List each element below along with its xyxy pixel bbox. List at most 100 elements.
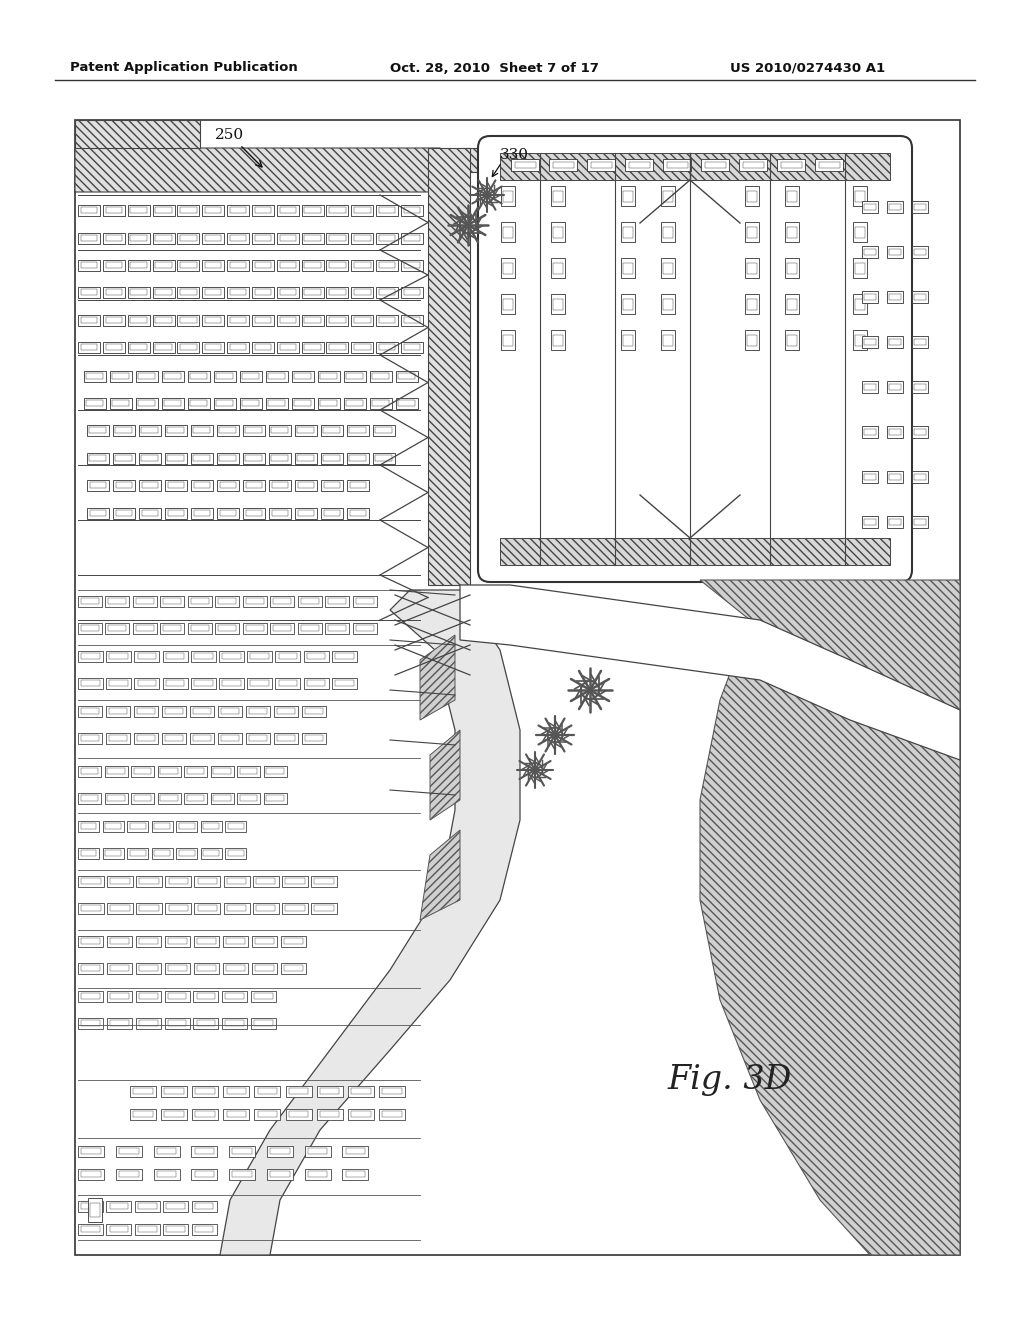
Bar — [321, 479, 343, 491]
Bar — [161, 595, 184, 606]
Bar — [351, 260, 374, 271]
Bar — [346, 425, 369, 436]
Bar — [81, 822, 96, 829]
Bar — [155, 850, 170, 857]
Bar — [289, 1111, 308, 1117]
Bar — [354, 317, 371, 323]
Bar — [176, 847, 198, 858]
Bar — [275, 651, 300, 661]
Bar — [139, 965, 158, 972]
Bar — [623, 190, 633, 202]
Bar — [914, 384, 926, 391]
Bar — [862, 426, 878, 438]
Bar — [346, 453, 369, 463]
Bar — [130, 317, 146, 323]
Bar — [195, 903, 220, 913]
Bar — [218, 624, 237, 631]
Bar — [746, 190, 758, 202]
Bar — [141, 426, 158, 433]
Bar — [251, 1018, 276, 1028]
Bar — [180, 261, 197, 268]
Bar — [276, 286, 299, 297]
Bar — [81, 261, 97, 268]
Bar — [102, 847, 124, 858]
Bar — [106, 1200, 131, 1212]
Bar — [164, 374, 181, 379]
Bar — [398, 374, 415, 379]
Bar — [190, 651, 216, 661]
Bar — [128, 286, 150, 297]
Bar — [139, 1020, 158, 1026]
Bar — [304, 235, 321, 242]
Bar — [354, 261, 371, 268]
Bar — [165, 453, 186, 463]
Bar — [108, 768, 125, 774]
Bar — [161, 768, 177, 774]
Bar — [130, 850, 145, 857]
Bar — [136, 875, 162, 887]
Bar — [401, 232, 423, 243]
Bar — [329, 235, 346, 242]
Bar — [375, 426, 392, 433]
Bar — [864, 429, 876, 436]
Bar — [195, 875, 220, 887]
Bar — [914, 203, 926, 210]
Bar — [133, 623, 157, 634]
Bar — [345, 1148, 365, 1154]
Bar — [81, 317, 97, 323]
Bar — [223, 936, 248, 946]
Bar — [130, 1109, 156, 1119]
Bar — [216, 453, 239, 463]
Bar — [186, 768, 204, 774]
Bar — [102, 342, 125, 352]
Bar — [78, 990, 103, 1002]
Bar — [116, 482, 132, 488]
Bar — [304, 1146, 331, 1156]
Bar — [623, 227, 633, 238]
Bar — [302, 705, 326, 717]
Bar — [403, 261, 420, 268]
Bar — [165, 936, 190, 946]
Bar — [862, 337, 878, 348]
Bar — [280, 235, 296, 242]
Bar — [270, 1171, 290, 1177]
Bar — [194, 936, 219, 946]
Bar — [307, 680, 326, 686]
Bar — [223, 1109, 249, 1119]
Bar — [211, 792, 233, 804]
Bar — [855, 263, 865, 273]
Bar — [195, 1226, 213, 1232]
Polygon shape — [500, 539, 890, 565]
Bar — [298, 623, 322, 634]
Bar — [153, 260, 174, 271]
Bar — [105, 261, 122, 268]
Bar — [308, 1148, 328, 1154]
Bar — [914, 339, 926, 346]
Bar — [81, 1171, 100, 1177]
Bar — [247, 677, 272, 689]
Bar — [187, 623, 212, 634]
Bar — [106, 990, 132, 1002]
Bar — [202, 260, 224, 271]
Bar — [232, 1171, 252, 1177]
Bar — [81, 680, 100, 686]
Bar — [190, 425, 213, 436]
Bar — [311, 903, 337, 913]
Bar — [165, 903, 191, 913]
Bar — [553, 162, 573, 168]
Bar — [403, 345, 420, 350]
Bar — [243, 479, 265, 491]
Bar — [298, 510, 314, 516]
Bar — [161, 1109, 187, 1119]
Bar — [78, 733, 102, 743]
Bar — [351, 232, 374, 243]
Bar — [110, 371, 131, 381]
Polygon shape — [420, 830, 460, 920]
Bar — [162, 397, 183, 408]
Bar — [193, 1109, 218, 1119]
Bar — [105, 207, 122, 213]
Bar — [105, 235, 122, 242]
Bar — [279, 653, 297, 659]
Bar — [354, 345, 371, 350]
Bar — [553, 227, 563, 238]
